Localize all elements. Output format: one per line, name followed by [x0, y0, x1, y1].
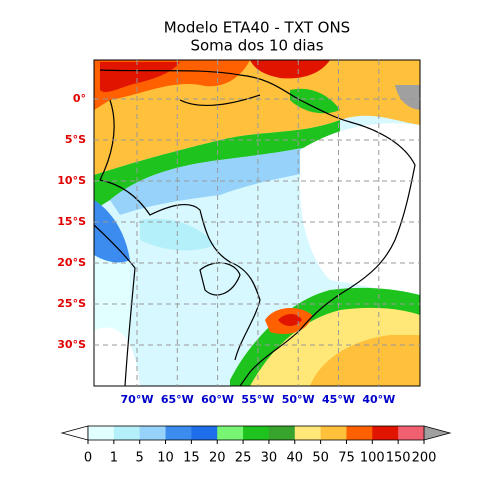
- lat-label: 30°S: [57, 338, 86, 351]
- colorbar-swatch: [268, 426, 296, 440]
- lon-label: 50°W: [282, 393, 315, 406]
- colorbar-swatch: [320, 426, 347, 440]
- lat-label: 0°: [73, 92, 86, 105]
- map-frame: [93, 59, 421, 387]
- colorbar-swatch: [88, 426, 115, 440]
- lon-label: 70°W: [121, 393, 154, 406]
- colorbar-tick-label: 20: [209, 451, 226, 466]
- lon-label: 65°W: [161, 393, 194, 406]
- colorbar-swatch: [139, 426, 166, 440]
- colorbar-tick-label: 1: [110, 451, 118, 466]
- colorbar-tick-label: 25: [235, 451, 252, 466]
- colorbar-over: [423, 425, 452, 441]
- lon-label: 60°W: [201, 393, 234, 406]
- colorbar-swatch: [294, 426, 321, 440]
- lat-label: 20°S: [57, 256, 86, 269]
- precip-field: [94, 60, 420, 386]
- colorbar-swatch: [372, 426, 399, 440]
- colorbar-swatch: [191, 426, 218, 440]
- colorbar-swatch: [243, 426, 270, 440]
- colorbar-tick-label: 30: [261, 451, 278, 466]
- lat-label: 25°S: [57, 297, 86, 310]
- colorbar-frame: [87, 425, 425, 441]
- colorbar-tick-label: 40: [286, 451, 303, 466]
- colorbar-swatch: [113, 426, 140, 440]
- lat-label: 5°S: [65, 133, 86, 146]
- colorbar-tick-label: 5: [136, 451, 144, 466]
- colorbar-tick-label: 50: [312, 451, 329, 466]
- colorbar-swatch: [165, 426, 192, 440]
- colorbar-swatch: [398, 426, 425, 440]
- colorbar-tick-label: 15: [183, 451, 200, 466]
- lon-label: 55°W: [241, 393, 274, 406]
- coastlines: [94, 69, 416, 386]
- colorbar-swatch: [217, 426, 244, 440]
- title: Modelo ETA40 - TXT ONS: [164, 19, 350, 37]
- lon-label: 40°W: [362, 393, 395, 406]
- colorbar-tick-label: 200: [412, 451, 437, 466]
- lat-label: 10°S: [57, 174, 86, 187]
- colorbar-swatch: [346, 426, 373, 440]
- colorbar-tick-label: 75: [338, 451, 355, 466]
- lat-label: 15°S: [57, 215, 86, 228]
- colorbar-tick-label: 0: [84, 451, 92, 466]
- colorbar-tick-label: 10: [157, 451, 174, 466]
- colorbar-tick-label: 100: [360, 451, 385, 466]
- lon-label: 45°W: [322, 393, 355, 406]
- colorbar-under: [60, 425, 89, 441]
- subtitle: Soma dos 10 dias: [190, 37, 323, 55]
- colorbar-tick-label: 150: [386, 451, 411, 466]
